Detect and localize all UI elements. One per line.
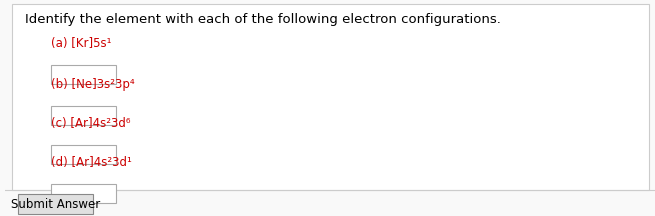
FancyBboxPatch shape (51, 106, 116, 125)
Text: Submit Answer: Submit Answer (11, 198, 100, 211)
Text: (c) [Ar]4s²3d⁶: (c) [Ar]4s²3d⁶ (51, 117, 130, 130)
Text: (d) [Ar]4s²3d¹: (d) [Ar]4s²3d¹ (51, 156, 132, 168)
FancyBboxPatch shape (18, 194, 93, 214)
Text: (a) [Kr]5s¹: (a) [Kr]5s¹ (51, 37, 111, 50)
Text: (b) [Ne]3s²3p⁴: (b) [Ne]3s²3p⁴ (51, 78, 134, 91)
FancyBboxPatch shape (51, 65, 116, 84)
FancyBboxPatch shape (51, 184, 116, 203)
FancyBboxPatch shape (12, 4, 648, 190)
Text: Identify the element with each of the following electron configurations.: Identify the element with each of the fo… (25, 13, 500, 26)
FancyBboxPatch shape (51, 145, 116, 164)
